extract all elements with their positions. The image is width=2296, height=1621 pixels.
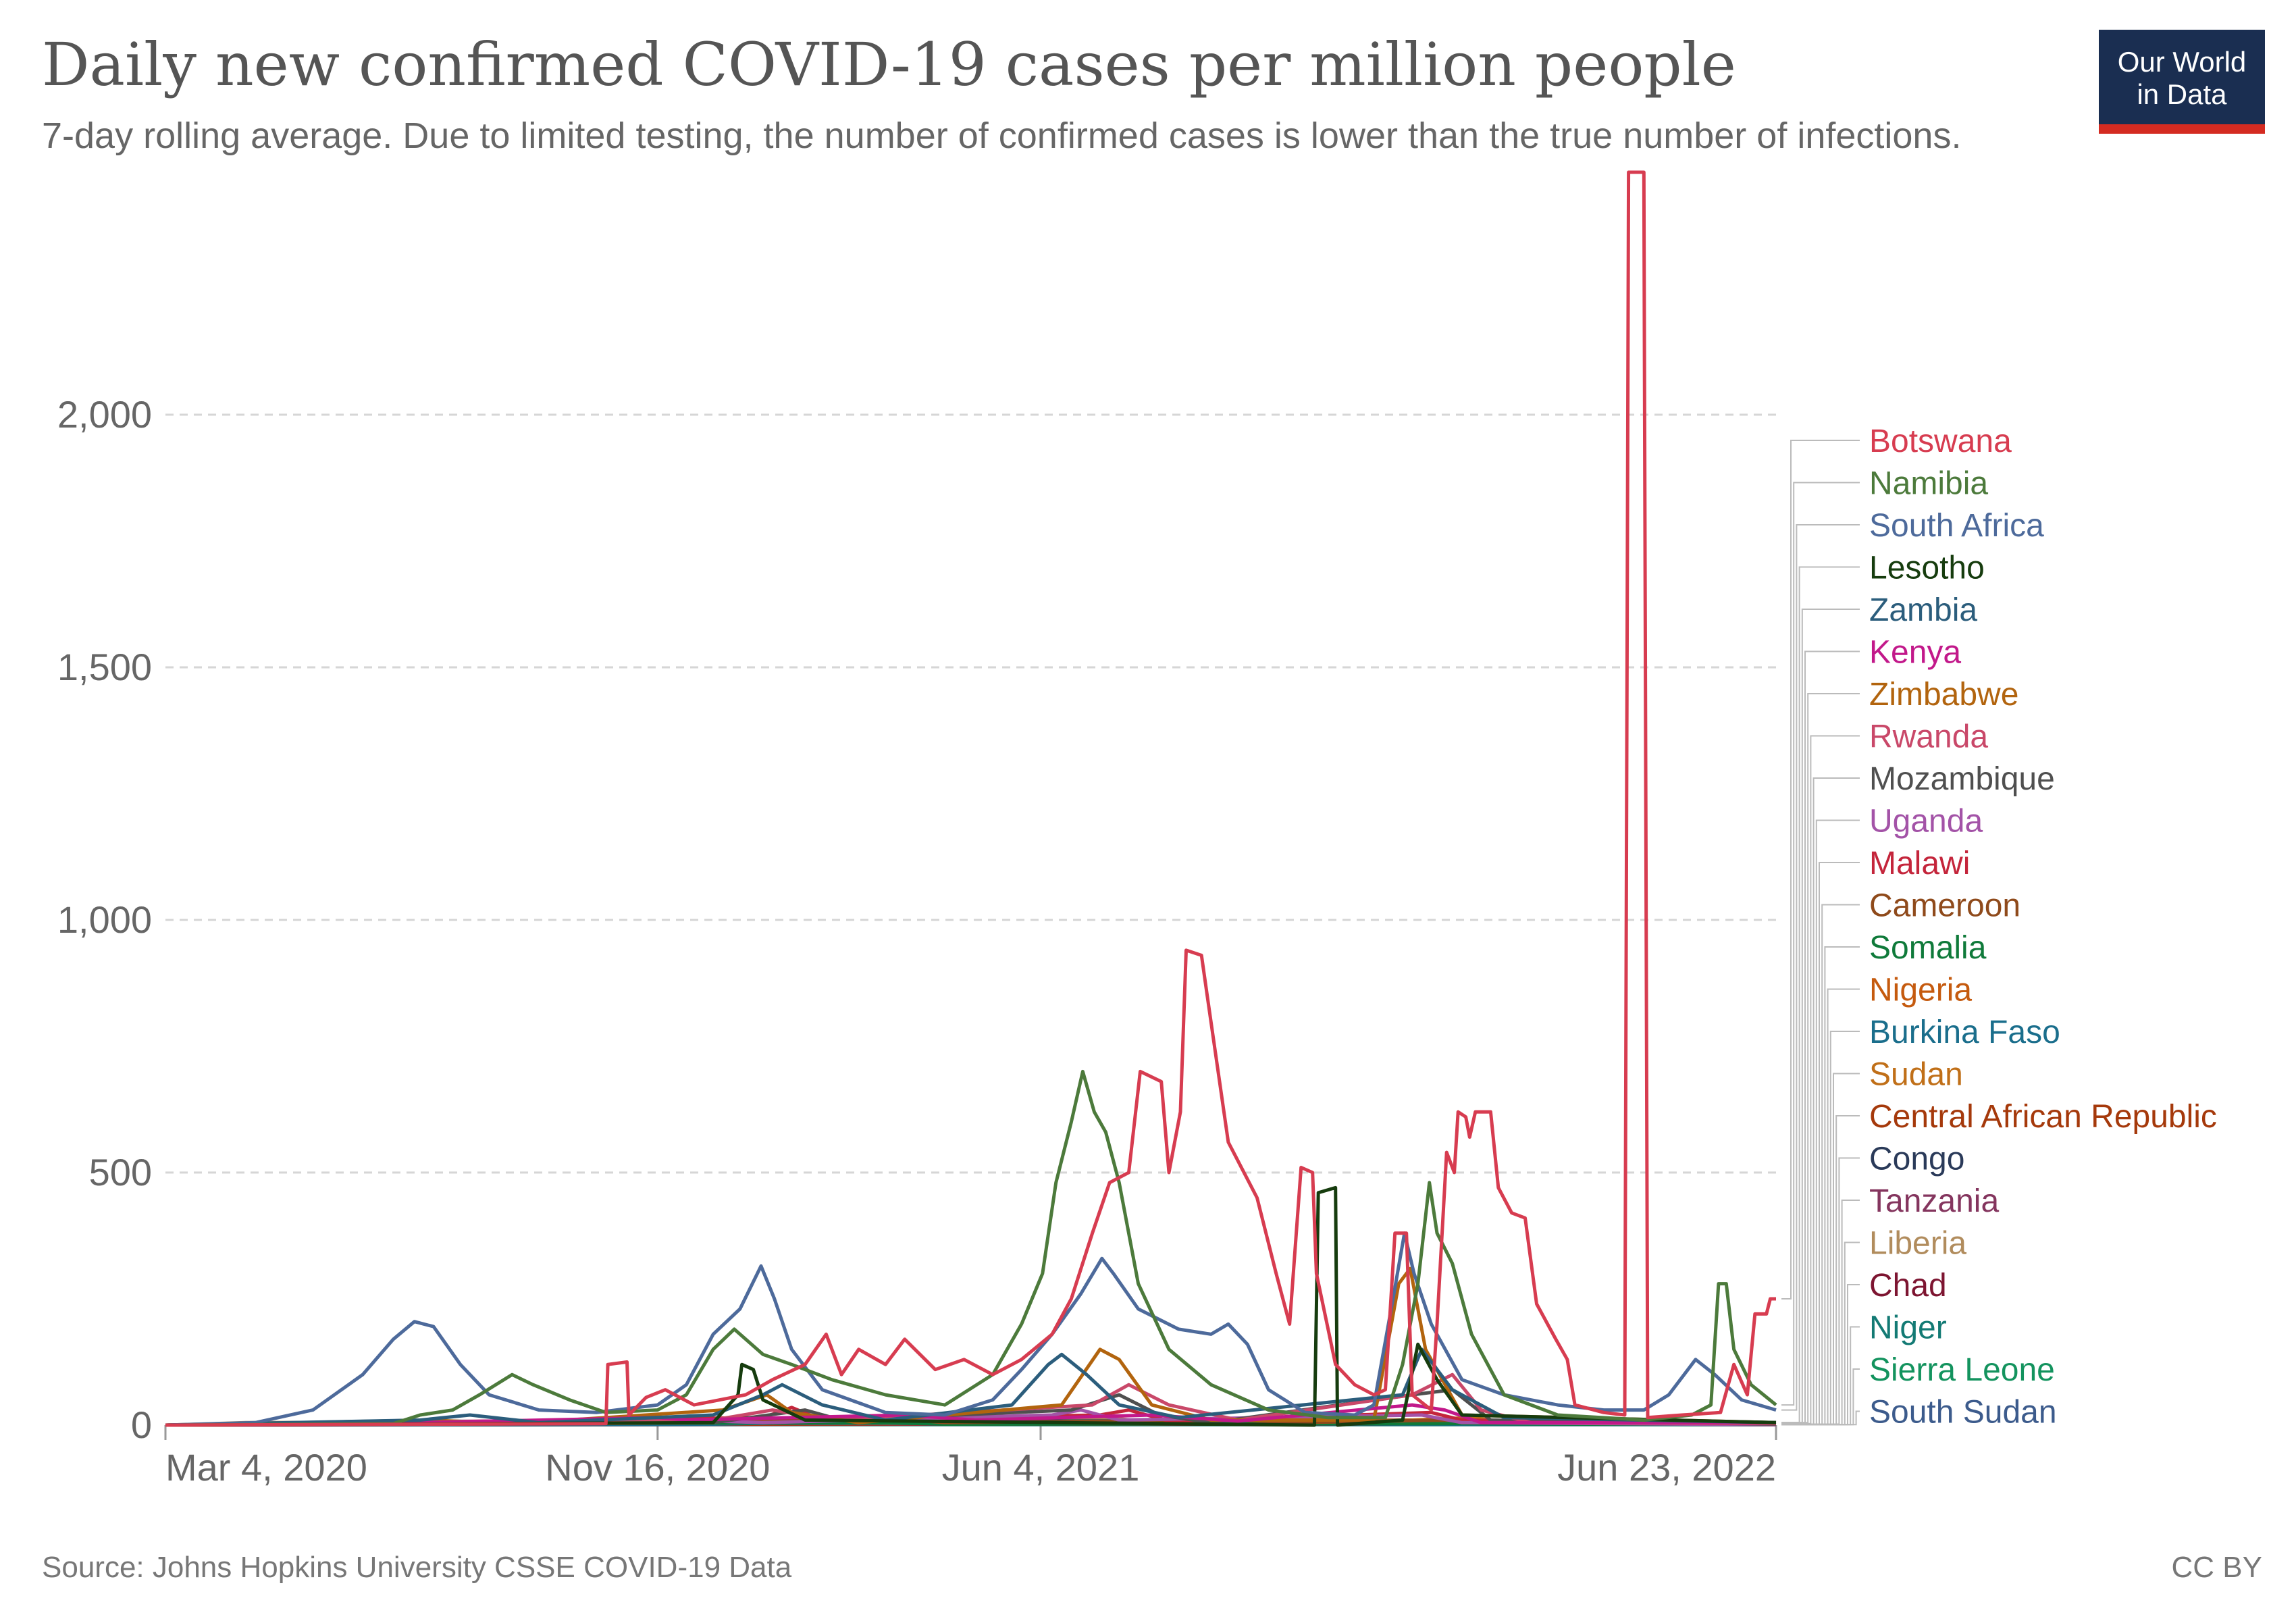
legend-connector xyxy=(1781,1410,1860,1426)
legend-label-lesotho[interactable]: Lesotho xyxy=(1869,550,1985,586)
series-lines xyxy=(165,170,1777,1427)
legend-label-rwanda[interactable]: Rwanda xyxy=(1869,719,1988,755)
legend-label-cameroon[interactable]: Cameroon xyxy=(1869,888,2020,924)
legend-connector xyxy=(1781,482,1860,1406)
grid-lines xyxy=(165,413,1776,1174)
x-tick-label: Jun 23, 2022 xyxy=(1557,1446,1776,1489)
legend-label-mozambique[interactable]: Mozambique xyxy=(1869,761,2055,797)
license-note[interactable]: CC BY xyxy=(2171,1551,2262,1584)
legend-label-congo[interactable]: Congo xyxy=(1869,1141,1964,1177)
series-line-lesotho[interactable] xyxy=(165,1185,1777,1427)
legend-label-tanzania[interactable]: Tanzania xyxy=(1869,1183,1999,1219)
series-line-botswana[interactable] xyxy=(165,170,1776,1427)
y-tick-label: 500 xyxy=(89,1151,152,1193)
legend-label-south-africa[interactable]: South Africa xyxy=(1869,508,2044,544)
legend-label-botswana[interactable]: Botswana xyxy=(1869,423,2012,459)
legend-connector xyxy=(1781,524,1860,1411)
legend-label-south-sudan[interactable]: South Sudan xyxy=(1869,1395,2057,1431)
x-tick-label: Nov 16, 2020 xyxy=(545,1446,770,1489)
legend: Botswana Namibia South Africa Lesotho Zambia… xyxy=(1781,423,2217,1431)
legend-connector xyxy=(1781,440,1860,1300)
axes: 0 500 1,000 1,500 2,000 Mar 4, 2020 Nov 16, 20… xyxy=(57,393,1777,1489)
series-line-zambia[interactable] xyxy=(165,1347,1777,1427)
series-line-namibia[interactable] xyxy=(165,1069,1777,1427)
legend-label-nigeria[interactable]: Nigeria xyxy=(1869,973,1972,1008)
legend-label-chad[interactable]: Chad xyxy=(1869,1268,1947,1304)
series-line-rwanda[interactable] xyxy=(165,1372,1777,1427)
legend-label-zambia[interactable]: Zambia xyxy=(1869,592,1977,628)
logo-line-2: in Data xyxy=(2137,78,2227,110)
legend-label-sierra-leone[interactable]: Sierra Leone xyxy=(1869,1352,2055,1388)
series-line-zimbabwe[interactable] xyxy=(165,1266,1777,1427)
legend-label-namibia[interactable]: Namibia xyxy=(1869,466,1988,502)
y-tick-label: 1,000 xyxy=(57,898,152,941)
legend-connector xyxy=(1781,693,1860,1424)
legend-label-uganda[interactable]: Uganda xyxy=(1869,804,1983,840)
legend-label-central-african-republic[interactable]: Central African Republic xyxy=(1869,1099,2217,1135)
source-note[interactable]: Source: Johns Hopkins University CSSE CO… xyxy=(42,1551,792,1584)
legend-label-liberia[interactable]: Liberia xyxy=(1869,1226,1966,1262)
x-tick-label: Jun 4, 2021 xyxy=(942,1446,1140,1489)
legend-label-malawi[interactable]: Malawi xyxy=(1869,846,1970,881)
legend-label-niger[interactable]: Niger xyxy=(1869,1310,1947,1346)
x-tick-label: Mar 4, 2020 xyxy=(165,1446,367,1489)
logo-line-1: Our World xyxy=(2117,46,2247,78)
legend-label-zimbabwe[interactable]: Zimbabwe xyxy=(1869,677,2018,713)
y-tick-label: 2,000 xyxy=(57,393,152,436)
legend-label-burkina-faso[interactable]: Burkina Faso xyxy=(1869,1014,2060,1050)
chart-title: Daily new confirmed COVID-19 cases per m… xyxy=(42,30,1736,99)
y-tick-label: 0 xyxy=(131,1404,152,1446)
legend-label-sudan[interactable]: Sudan xyxy=(1869,1057,1963,1093)
series-line-south-africa[interactable] xyxy=(165,1231,1777,1427)
chart-subtitle: 7-day rolling average. Due to limited te… xyxy=(42,115,1962,156)
y-tick-label: 1,500 xyxy=(57,646,152,688)
legend-label-somalia[interactable]: Somalia xyxy=(1869,930,1987,966)
owid-logo[interactable]: Our World in Data xyxy=(2099,30,2265,134)
legend-label-kenya[interactable]: Kenya xyxy=(1869,635,1961,671)
